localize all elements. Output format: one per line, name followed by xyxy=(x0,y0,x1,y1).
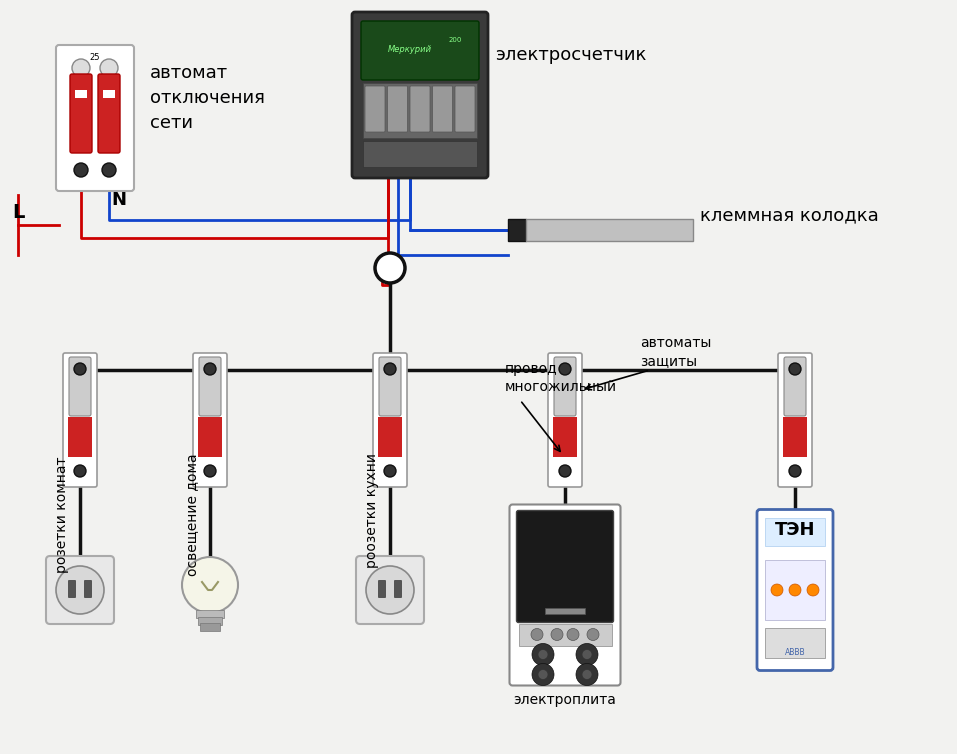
Circle shape xyxy=(789,584,801,596)
FancyBboxPatch shape xyxy=(63,353,97,487)
Circle shape xyxy=(532,664,554,685)
Circle shape xyxy=(576,664,598,685)
FancyBboxPatch shape xyxy=(379,357,401,416)
FancyBboxPatch shape xyxy=(455,86,475,132)
Text: ТЭН: ТЭН xyxy=(775,521,815,539)
Ellipse shape xyxy=(559,363,571,375)
FancyBboxPatch shape xyxy=(98,74,120,153)
Bar xyxy=(363,141,477,167)
Ellipse shape xyxy=(72,59,90,77)
Ellipse shape xyxy=(100,59,118,77)
Ellipse shape xyxy=(102,163,116,177)
Circle shape xyxy=(375,253,405,283)
Circle shape xyxy=(582,670,592,679)
Ellipse shape xyxy=(559,465,571,477)
FancyBboxPatch shape xyxy=(554,357,576,416)
Bar xyxy=(363,83,477,138)
Ellipse shape xyxy=(384,465,396,477)
Text: L: L xyxy=(12,204,24,222)
Circle shape xyxy=(182,557,238,613)
Text: электроплита: электроплита xyxy=(514,693,616,707)
Bar xyxy=(545,608,585,614)
Bar xyxy=(765,560,825,620)
Circle shape xyxy=(538,670,548,679)
FancyBboxPatch shape xyxy=(365,86,385,132)
FancyBboxPatch shape xyxy=(68,580,76,598)
FancyBboxPatch shape xyxy=(433,86,453,132)
Circle shape xyxy=(532,643,554,666)
FancyBboxPatch shape xyxy=(69,357,91,416)
FancyBboxPatch shape xyxy=(410,86,430,132)
Bar xyxy=(68,417,92,457)
Text: освещение дома: освещение дома xyxy=(185,454,199,576)
Ellipse shape xyxy=(74,465,86,477)
Circle shape xyxy=(567,629,579,640)
Bar xyxy=(765,627,825,657)
FancyBboxPatch shape xyxy=(509,504,620,685)
FancyBboxPatch shape xyxy=(373,353,407,487)
FancyBboxPatch shape xyxy=(356,556,424,624)
Text: Меркурий: Меркурий xyxy=(388,45,432,54)
FancyBboxPatch shape xyxy=(378,580,386,598)
FancyBboxPatch shape xyxy=(193,353,227,487)
Bar xyxy=(200,623,220,631)
Circle shape xyxy=(531,629,543,640)
Bar xyxy=(198,617,222,625)
FancyBboxPatch shape xyxy=(778,353,812,487)
FancyBboxPatch shape xyxy=(784,357,806,416)
Circle shape xyxy=(771,584,783,596)
FancyBboxPatch shape xyxy=(757,510,833,670)
Ellipse shape xyxy=(74,163,88,177)
Bar xyxy=(507,219,525,241)
Text: провод
многожильный: провод многожильный xyxy=(505,362,617,394)
FancyBboxPatch shape xyxy=(548,353,582,487)
Circle shape xyxy=(576,643,598,666)
Bar xyxy=(765,517,825,545)
Text: ABBB: ABBB xyxy=(785,648,805,657)
FancyBboxPatch shape xyxy=(388,86,408,132)
Ellipse shape xyxy=(789,465,801,477)
FancyBboxPatch shape xyxy=(352,12,488,178)
Text: N: N xyxy=(111,191,126,209)
Bar xyxy=(525,219,693,241)
Bar xyxy=(75,90,87,98)
Ellipse shape xyxy=(204,363,216,375)
Text: роозетки кухни: роозетки кухни xyxy=(365,452,379,568)
Text: электросчетчик: электросчетчик xyxy=(495,46,646,64)
Circle shape xyxy=(366,566,414,614)
Circle shape xyxy=(807,584,819,596)
FancyBboxPatch shape xyxy=(517,510,613,623)
Text: клеммная колодка: клеммная колодка xyxy=(700,206,879,224)
Ellipse shape xyxy=(204,465,216,477)
Bar xyxy=(103,90,115,98)
FancyBboxPatch shape xyxy=(84,580,92,598)
Bar xyxy=(198,417,222,457)
Text: автоматы
защиты: автоматы защиты xyxy=(640,336,711,368)
FancyBboxPatch shape xyxy=(46,556,114,624)
Circle shape xyxy=(587,629,599,640)
Text: автомат
отключения
сети: автомат отключения сети xyxy=(150,64,265,132)
FancyBboxPatch shape xyxy=(199,357,221,416)
Text: розетки комнат: розетки комнат xyxy=(55,457,69,573)
Ellipse shape xyxy=(789,363,801,375)
Bar xyxy=(783,417,807,457)
Circle shape xyxy=(56,566,104,614)
Bar xyxy=(553,417,577,457)
FancyBboxPatch shape xyxy=(56,45,134,191)
FancyBboxPatch shape xyxy=(394,580,402,598)
Circle shape xyxy=(538,649,548,660)
Ellipse shape xyxy=(384,363,396,375)
Bar xyxy=(196,610,224,618)
Text: 200: 200 xyxy=(448,37,461,43)
FancyBboxPatch shape xyxy=(361,21,479,80)
Ellipse shape xyxy=(74,363,86,375)
Text: 25: 25 xyxy=(90,54,100,63)
FancyBboxPatch shape xyxy=(70,74,92,153)
Bar xyxy=(519,624,612,645)
Circle shape xyxy=(551,629,563,640)
Circle shape xyxy=(582,649,592,660)
Bar xyxy=(378,417,402,457)
